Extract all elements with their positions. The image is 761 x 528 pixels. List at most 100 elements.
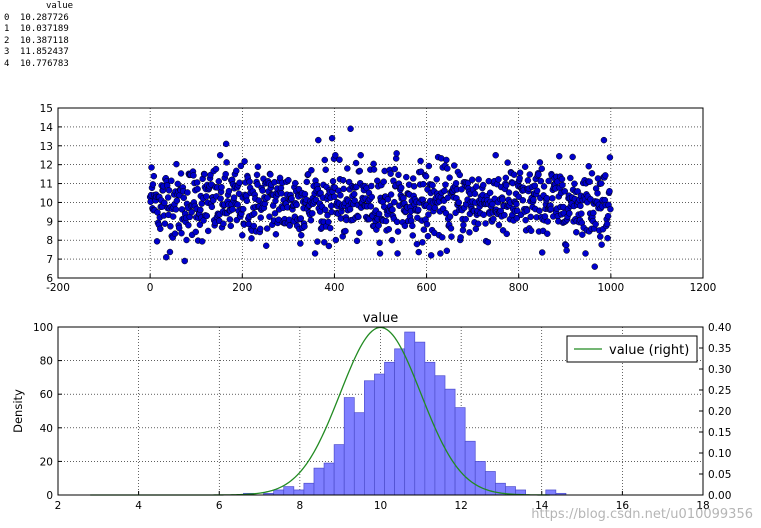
hist-ytick-label: 80 xyxy=(40,356,53,368)
scatter-point xyxy=(217,195,224,202)
scatter-point xyxy=(164,194,172,201)
scatter-point xyxy=(417,157,424,165)
scatter-point xyxy=(178,229,185,237)
scatter-point xyxy=(271,210,279,217)
scatter-point xyxy=(588,170,596,177)
scatter-point xyxy=(502,174,510,182)
scatter-point xyxy=(597,233,604,240)
scatter-point xyxy=(157,225,164,233)
hist-xtick-label: 2 xyxy=(55,500,62,512)
scatter-point xyxy=(259,187,266,194)
scatter-point xyxy=(447,225,455,232)
scatter-point xyxy=(484,238,492,246)
scatter-point xyxy=(519,197,527,204)
scatter-point xyxy=(384,196,392,203)
scatter-point xyxy=(579,231,586,238)
hist-y2tick-label: 0.25 xyxy=(708,385,731,397)
scatter-point xyxy=(257,214,264,221)
scatter-point xyxy=(385,225,393,233)
scatter-point xyxy=(606,187,613,195)
scatter-point xyxy=(368,182,375,190)
scatter-point xyxy=(376,250,384,257)
scatter-point xyxy=(332,151,339,159)
scatter-point xyxy=(174,180,182,188)
scatter-point xyxy=(544,230,551,237)
scatter-point xyxy=(533,187,541,194)
hist-bar xyxy=(293,489,305,496)
scatter-point xyxy=(566,210,573,217)
scatter-point xyxy=(438,234,446,241)
hist-bar xyxy=(303,482,315,496)
scatter-point xyxy=(167,223,174,230)
scatter-point xyxy=(577,202,584,210)
hist-bar xyxy=(343,397,355,496)
scatter-point xyxy=(503,230,510,238)
scatter-point xyxy=(446,213,454,220)
scatter-point xyxy=(397,184,405,191)
scatter-point xyxy=(446,174,453,181)
scatter-point xyxy=(314,238,321,245)
scatter-frame xyxy=(57,107,704,279)
scatter-point xyxy=(516,169,524,176)
scatter-point xyxy=(594,190,601,197)
scatter-point xyxy=(504,159,511,166)
scatter-point xyxy=(567,174,574,182)
scatter-point xyxy=(441,187,448,194)
hist-ytick-label: 0 xyxy=(46,490,53,502)
scatter-point xyxy=(173,160,180,168)
hist-xtick-label: 18 xyxy=(696,500,709,512)
scatter-point xyxy=(486,189,494,197)
scatter-point xyxy=(337,192,344,199)
scatter-point xyxy=(272,231,280,238)
legend-label: value (right) xyxy=(609,343,689,358)
scatter-point xyxy=(417,168,425,175)
scatter-point xyxy=(443,156,450,164)
scatter-point xyxy=(194,185,201,193)
scatter-point xyxy=(215,178,223,185)
scatter-point xyxy=(403,173,410,181)
scatter-point xyxy=(513,200,520,208)
scatter-point xyxy=(427,252,435,259)
scatter-point xyxy=(331,193,338,201)
scatter-point xyxy=(267,171,274,178)
scatter-point xyxy=(501,211,508,219)
hist-xtick-label: 10 xyxy=(374,500,387,512)
scatter-point xyxy=(198,238,206,245)
scatter-point xyxy=(556,152,563,160)
scatter-point xyxy=(149,181,157,188)
scatter-point xyxy=(602,172,609,179)
scatter-point xyxy=(336,156,343,164)
scatter-point xyxy=(173,197,181,204)
scatter-point xyxy=(251,210,258,217)
hist-bar xyxy=(313,467,325,496)
scatter-point xyxy=(393,150,400,157)
scatter-point xyxy=(367,203,375,210)
scatter-point xyxy=(225,187,233,195)
scatter-point xyxy=(460,221,467,229)
scatter-point xyxy=(286,222,293,229)
scatter-point xyxy=(394,228,402,235)
scatter-point xyxy=(442,181,449,188)
scatter-point xyxy=(425,211,432,218)
scatter-ytick-label: 10 xyxy=(40,197,53,209)
scatter-point xyxy=(332,236,340,244)
scatter-point xyxy=(597,180,605,187)
scatter-point xyxy=(234,201,241,208)
scatter-point xyxy=(437,250,444,257)
scatter-point xyxy=(353,237,361,245)
hist-bar xyxy=(424,361,436,496)
hist-ytick-label: 100 xyxy=(33,322,53,334)
scatter-point xyxy=(391,165,399,173)
hist-bar xyxy=(434,375,446,496)
scatter-point xyxy=(419,239,426,246)
scatter-point xyxy=(346,206,354,213)
hist-xtick-label: 6 xyxy=(216,500,223,512)
scatter-xtick-label: -200 xyxy=(46,282,70,294)
scatter-point xyxy=(475,176,482,183)
scatter-point xyxy=(301,190,309,198)
scatter-point xyxy=(307,216,315,224)
row-index: 2 xyxy=(4,35,10,46)
scatter-point xyxy=(425,162,433,170)
row-value: 10.387118 xyxy=(20,35,69,46)
hist-bar xyxy=(283,486,295,496)
